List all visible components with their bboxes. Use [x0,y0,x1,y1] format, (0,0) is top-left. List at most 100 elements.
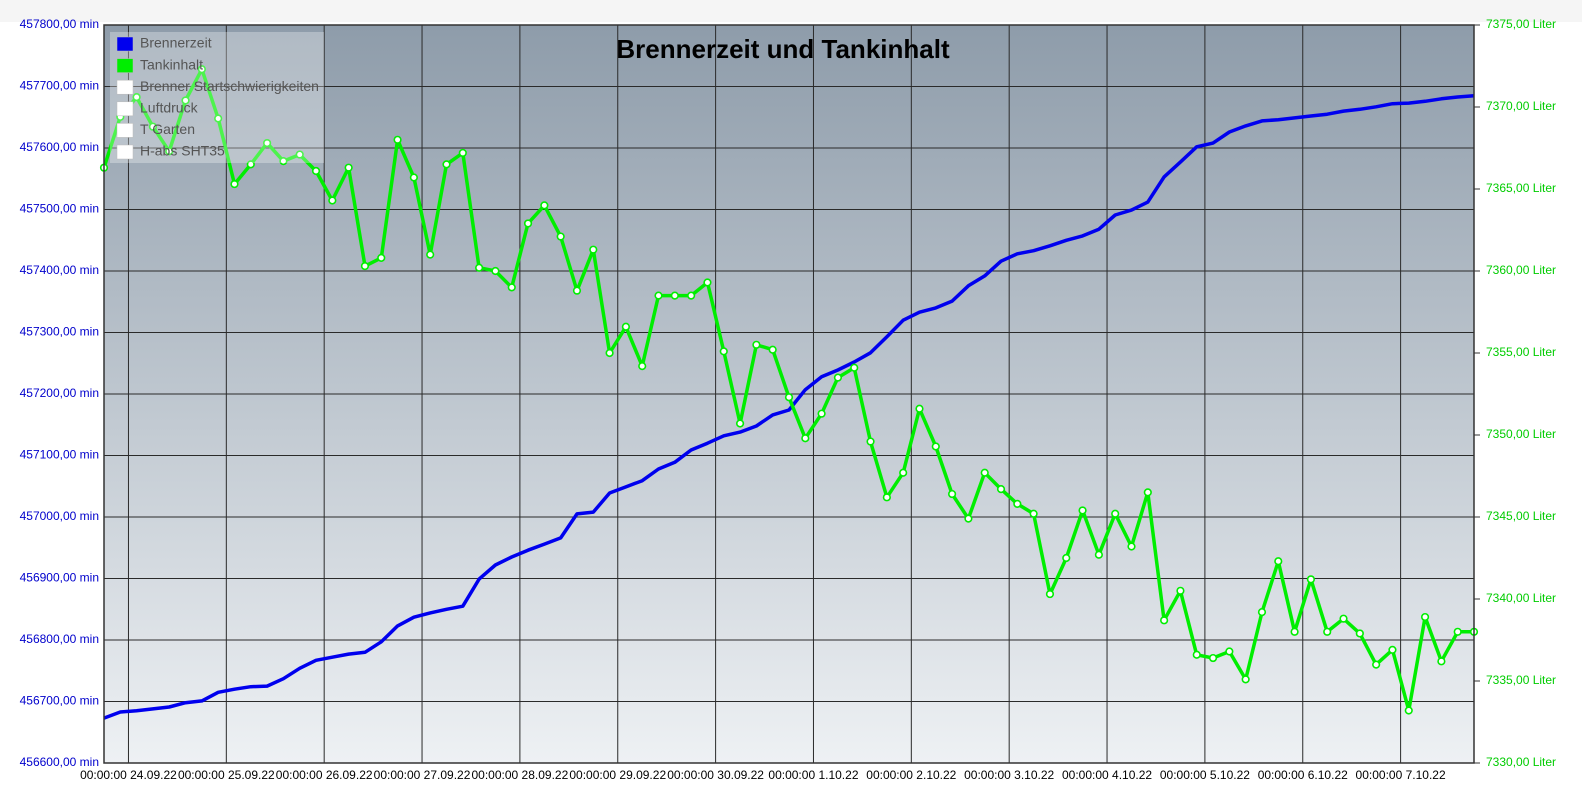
point-marker [1094,550,1103,559]
point-marker [1257,608,1267,617]
point-marker [1290,627,1299,636]
point-marker [654,291,663,300]
chart-title: Brennerzeit und Tankinhalt [616,34,950,64]
y2-tick-label: 7335,00 Liter [1486,673,1556,687]
y-tick-label: 457200,00 min [20,386,99,400]
point-marker [1306,575,1316,584]
point-marker [230,179,239,189]
point-marker [393,135,402,144]
point-marker [491,266,500,276]
x-tick-label: 00:00:00 2.10.22 [866,768,956,782]
plot-frame [103,24,1475,764]
point-marker [181,96,190,105]
y2-tick-label: 7360,00 Liter [1486,263,1556,277]
point-marker [605,348,614,358]
point-marker [475,263,484,272]
point-marker [458,148,467,158]
point-marker [1437,657,1446,666]
point-marker [638,362,647,371]
point-marker [1453,627,1462,636]
point-marker [1160,616,1169,625]
y-tick-label: 457800,00 min [20,17,99,31]
y2-tick-label: 7330,00 Liter [1486,755,1556,769]
y-tick-label: 457400,00 min [20,263,99,277]
point-marker [1404,706,1413,715]
legend-swatch [116,123,134,138]
legend-swatch [116,58,134,73]
y-tick-label: 457600,00 min [20,140,99,154]
x-tick-label: 00:00:00 28.09.22 [472,768,569,782]
point-marker [1208,653,1218,663]
point-marker [1339,614,1348,623]
point-marker [980,468,989,477]
point-marker [132,93,141,102]
point-marker [1241,675,1250,684]
point-marker [360,261,370,271]
x-tick-label: 00:00:00 4.10.22 [1062,768,1152,782]
point-marker [1176,586,1185,595]
point-marker [540,201,549,210]
point-marker [703,278,712,287]
point-marker [246,160,255,169]
x-tick-label: 00:00:00 29.09.22 [569,768,666,782]
legend-swatch [116,144,134,160]
point-marker [1225,647,1234,656]
point-marker [899,468,908,477]
y-tick-label: 457500,00 min [20,202,99,216]
y-tick-label: 457700,00 min [20,79,99,93]
series-line [103,93,1475,720]
legend-swatch [116,101,134,117]
y2-tick-label: 7350,00 Liter [1486,427,1556,441]
point-marker [344,163,353,172]
point-marker [670,291,679,300]
y-tick-label: 456800,00 min [20,632,99,646]
point-marker [1143,488,1152,497]
point-marker [801,434,810,443]
point-marker [947,489,957,499]
legend-label: H-abs SHT35 [140,143,225,159]
point-marker [915,404,924,413]
point-marker [148,122,158,131]
point-marker [556,232,565,241]
point-marker [442,160,451,169]
point-marker [1274,557,1283,566]
y-tick-label: 456900,00 min [20,571,99,585]
point-marker [295,150,304,159]
point-marker [735,419,745,428]
point-marker [817,409,826,418]
x-tick-label: 00:00:00 26.09.22 [276,768,373,782]
legend-label: T Garten [140,121,195,137]
point-marker [1323,627,1332,636]
x-tick-label: 00:00:00 30.09.22 [667,768,764,782]
point-marker [1013,499,1022,508]
axes: 456600,00 min 456700,00 min 456800,00 min 4… [20,17,1556,782]
y-tick-label: 457300,00 min [20,325,99,339]
point-marker [328,196,337,205]
legend: Brennerzeit Tankinhalt Brenner Startschwie… [110,32,324,163]
legend-label: Tankinhalt [140,56,203,72]
series-layer [99,65,1479,720]
top-strip [0,0,1582,22]
y-tick-label: 456700,00 min [20,694,99,708]
point-marker [589,245,598,254]
point-marker [931,442,940,451]
point-marker [1045,589,1055,599]
point-marker [1388,645,1397,654]
point-marker [523,219,533,228]
x-tick-label: 00:00:00 6.10.22 [1258,768,1348,782]
y2-tick-label: 7370,00 Liter [1486,99,1556,113]
point-marker [377,253,386,262]
point-marker [996,485,1006,494]
point-marker [833,373,843,382]
y2-tick-label: 7365,00 Liter [1486,181,1556,195]
x-tick-label: 00:00:00 7.10.22 [1356,768,1446,782]
legend-label: Brennerzeit [140,35,212,51]
point-marker [1078,506,1087,515]
x-tick-label: 00:00:00 24.09.22 [80,768,177,782]
legend-label: Brenner Startschwierigkeiten [140,78,319,94]
legend-swatch [116,36,134,52]
point-marker [964,514,973,523]
y-tick-label: 456600,00 min [20,755,99,769]
x-tick-label: 00:00:00 27.09.22 [374,768,471,782]
